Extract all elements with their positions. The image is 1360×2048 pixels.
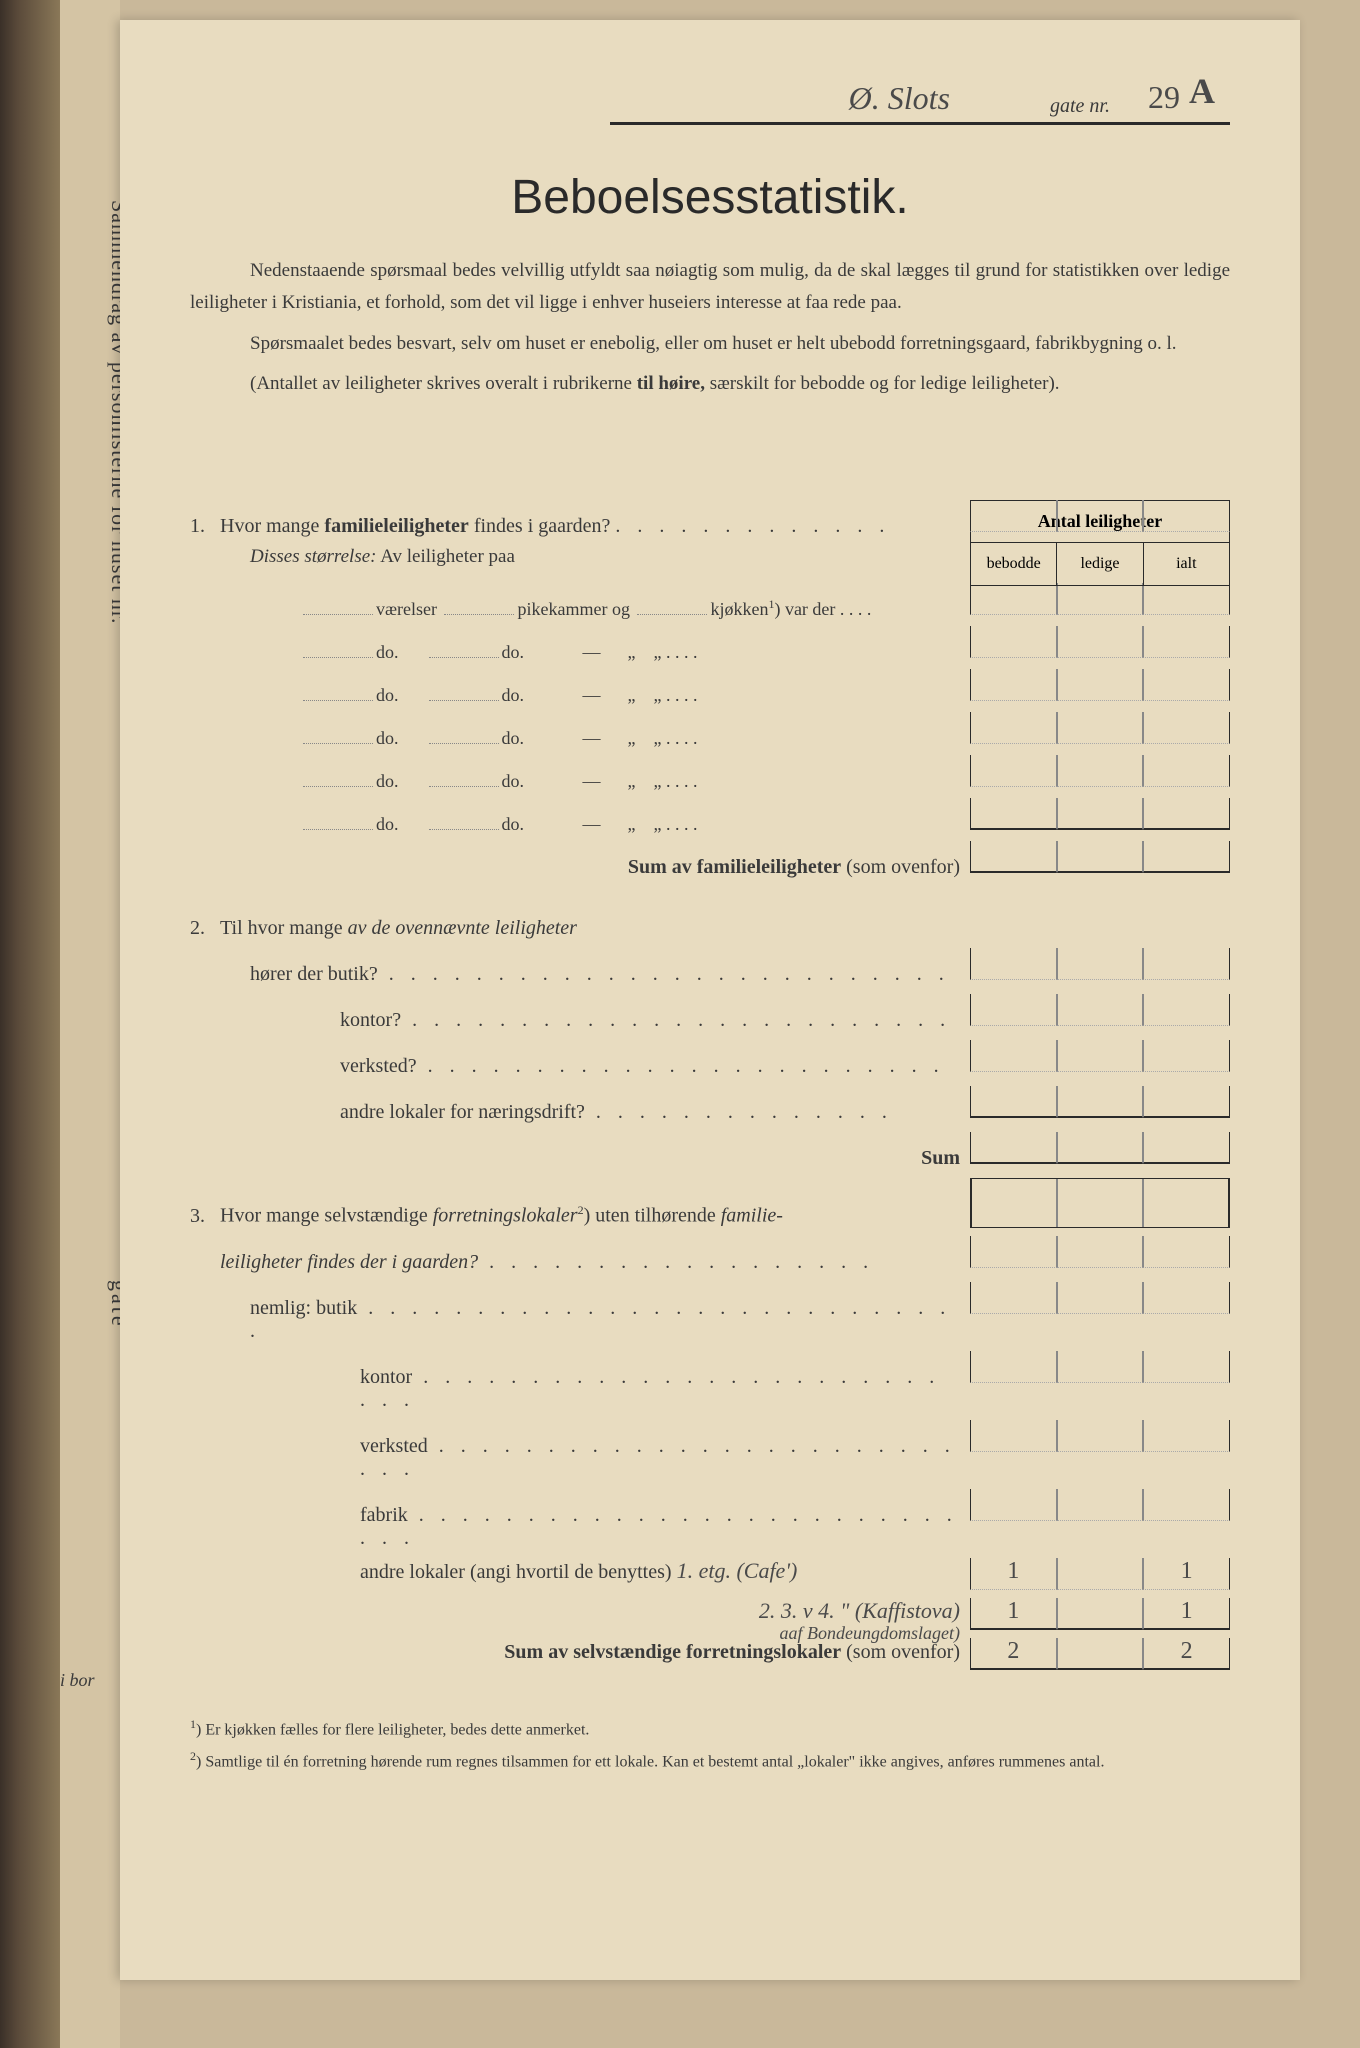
margin-bor: i bor — [60, 1670, 95, 1691]
gate-number-handwritten: 29 — [1148, 79, 1180, 116]
gate-label: gate nr. — [1050, 95, 1110, 118]
street-name-handwritten: Ø. Slots — [849, 80, 950, 117]
q3-sum: aaf Bondeungdomslaget) Sum av selvstændi… — [190, 1638, 1230, 1670]
intro-paragraph-3: (Antallet av leiligheter skrives overalt… — [190, 368, 1230, 400]
page-title: Beboelsesstatistik. — [190, 170, 1230, 225]
q2-sum: Sum — [190, 1132, 1230, 1170]
q3-andre-2: 2. 3. v 4. " (Kaffistova) 11 — [190, 1598, 1230, 1630]
col-bebodde: bebodde — [971, 543, 1057, 585]
q1-detail-3: do. do. — „ „ . . . . — [300, 669, 1230, 706]
q2-line3: kontor? . . . . . . . . . . . . . . . . … — [190, 994, 1230, 1032]
col-ialt: ialt — [1144, 543, 1229, 585]
q3-row1: 3. Hvor mange selvstændige forretningslo… — [190, 1203, 1230, 1228]
header-line: Ø. Slots gate nr. 29 A — [190, 70, 1230, 130]
q2-line4: verksted? . . . . . . . . . . . . . . . … — [190, 1040, 1230, 1078]
q1-sum: Sum av familieleiligheter (som ovenfor) — [190, 841, 1230, 879]
header-underline — [610, 122, 1230, 125]
corner-annotation: A — [1189, 70, 1215, 112]
q3-andre: andre lokaler (angi hvortil de benyttes)… — [190, 1558, 1230, 1590]
q2-line2: hører der butik? . . . . . . . . . . . .… — [190, 948, 1230, 986]
binding-edge — [0, 0, 60, 2048]
q1-detail-1: værelser pikekammer og kjøkken1) var der… — [300, 583, 1230, 620]
table-area: Antal leiligheter bebodde ledige ialt 1.… — [190, 500, 1230, 1775]
q1-detail-6: do. do. — „ „ . . . . — [300, 798, 1230, 835]
q3-row2: leiligheter findes der i gaarden? . . . … — [190, 1236, 1230, 1274]
q2-row: 2. Til hvor mange av de ovennævnte leili… — [190, 917, 1230, 940]
left-margin: Sammendrag av personlisterne for huset n… — [60, 0, 120, 2048]
q3-nemlig: nemlig: butik . . . . . . . . . . . . . … — [190, 1282, 1230, 1343]
footnotes: 1) Er kjøkken fælles for flere leilighet… — [190, 1715, 1230, 1775]
q1-detail-2: do. do. — „ „ . . . . — [300, 626, 1230, 663]
q1-row: 1. Hvor mange familieleiligheter findes … — [190, 500, 1230, 538]
q1-detail-5: do. do. — „ „ . . . . — [300, 755, 1230, 792]
intro-paragraph-2: Spørsmaalet bedes besvart, selv om huset… — [190, 328, 1230, 360]
q3-kontor: kontor . . . . . . . . . . . . . . . . .… — [190, 1351, 1230, 1412]
q3-verksted: verksted . . . . . . . . . . . . . . . .… — [190, 1420, 1230, 1481]
q3-fabrik: fabrik . . . . . . . . . . . . . . . . .… — [190, 1489, 1230, 1550]
q1-detail-4: do. do. — „ „ . . . . — [300, 712, 1230, 749]
q2-line5: andre lokaler for næringsdrift? . . . . … — [190, 1086, 1230, 1124]
intro-paragraph-1: Nedenstaaende spørsmaal bedes velvillig … — [190, 255, 1230, 320]
form-page: Ø. Slots gate nr. 29 A Beboelsesstatisti… — [120, 20, 1300, 1980]
col-ledige: ledige — [1057, 543, 1143, 585]
